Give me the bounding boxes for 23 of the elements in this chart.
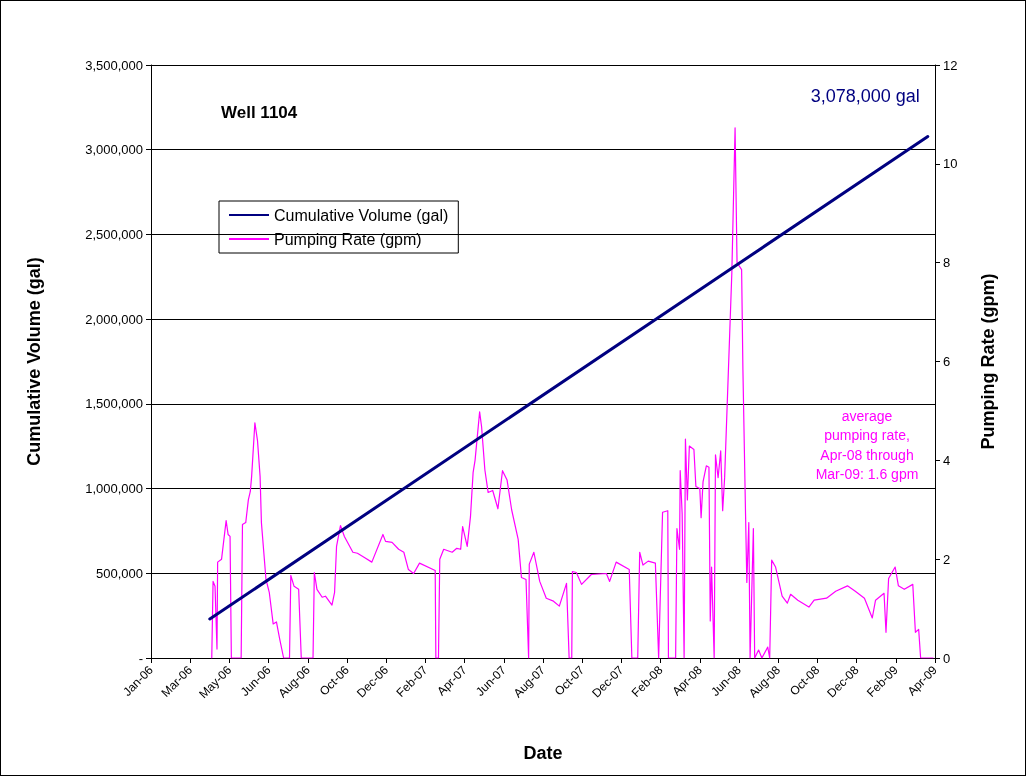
y2-tick-label: 4 xyxy=(943,452,951,468)
y-tick-label: 1,500,000 xyxy=(85,396,143,412)
y-tick-label: 3,000,000 xyxy=(85,142,143,158)
legend-label: Pumping Rate (gpm) xyxy=(274,230,422,248)
y-tick-label: 2,500,000 xyxy=(85,226,143,242)
y-tick-label: - xyxy=(138,650,143,666)
y2-axis-title: Pumping Rate (gpm) xyxy=(978,273,998,450)
y-tick-label: 1,000,000 xyxy=(85,481,143,497)
y-tick-label: 3,500,000 xyxy=(85,57,143,73)
y2-tick-label: 0 xyxy=(943,650,951,666)
y-tick-label: 500,000 xyxy=(96,565,143,581)
y2-tick-label: 6 xyxy=(943,354,951,369)
legend-label: Cumulative Volume (gal) xyxy=(274,206,449,224)
x-axis-title: Date xyxy=(523,743,563,763)
annotation: 3,078,000 gal xyxy=(810,85,920,106)
annotation: average pumping rate, Apr-08 through Mar-09: 1.6 gpm xyxy=(815,407,919,483)
y2-tick-label: 2 xyxy=(943,551,951,567)
y-tick-label: 2,000,000 xyxy=(85,311,143,327)
y2-tick-label: 10 xyxy=(943,156,958,172)
text: Well 1104 xyxy=(221,103,298,122)
y-axis-title: Cumulative Volume (gal) xyxy=(24,257,44,466)
y2-tick-label: 12 xyxy=(943,57,958,73)
y2-tick-label: 8 xyxy=(943,255,951,271)
